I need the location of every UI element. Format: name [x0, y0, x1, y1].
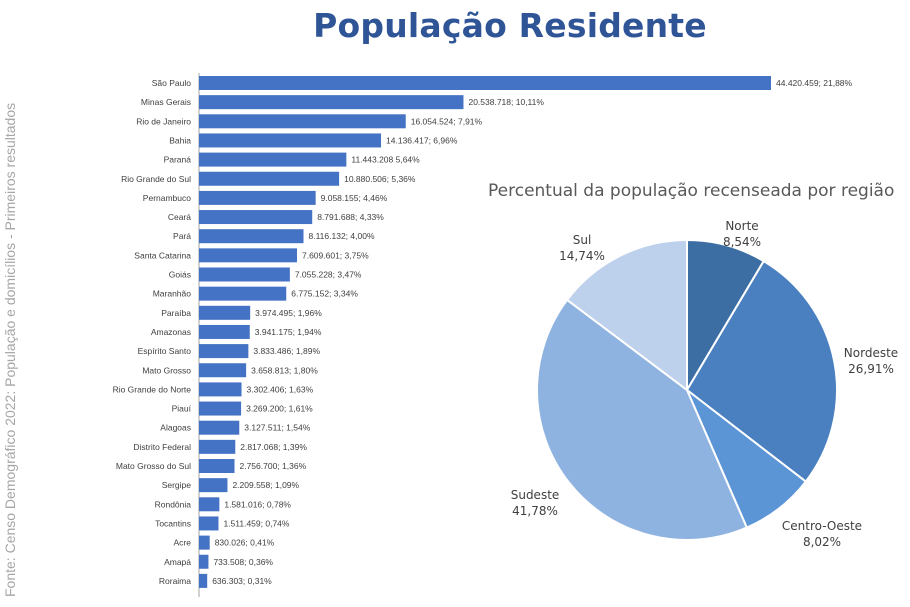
category-label: Rio Grande do Sul: [121, 174, 191, 184]
category-label: Piauí: [172, 404, 192, 414]
pie-slice-percent: 14,74%: [559, 249, 605, 263]
data-label: 8.791.688; 4,33%: [317, 212, 384, 222]
bar: [199, 229, 304, 244]
bar: [199, 324, 250, 339]
pie-slice-name: Centro-Oeste: [782, 519, 862, 533]
data-label: 10.880.506; 5,36%: [344, 174, 416, 184]
bar: [199, 382, 242, 397]
category-label: Mato Grosso do Sul: [116, 461, 191, 471]
category-label: Sergipe: [162, 480, 192, 490]
category-label: Minas Gerais: [141, 97, 191, 107]
pie-slice-percent: 8,02%: [803, 535, 841, 549]
data-label: 3.658.813; 1,80%: [251, 365, 318, 375]
bar: [199, 95, 464, 110]
bar: [199, 190, 316, 205]
data-label: 3.269.200; 1,61%: [246, 404, 313, 414]
category-label: Maranhão: [153, 289, 192, 299]
category-label: Tocantins: [155, 518, 191, 528]
data-label: 9.058.155; 4,46%: [321, 193, 388, 203]
category-label: Rio de Janeiro: [136, 116, 191, 126]
category-label: Paraná: [164, 155, 192, 165]
bar: [199, 554, 209, 569]
data-label: 2.817.068; 1,39%: [240, 442, 307, 452]
data-label: 20.538.718; 10,11%: [468, 97, 544, 107]
data-label: 2.756.700; 1,36%: [239, 461, 306, 471]
category-label: Espírito Santo: [138, 346, 192, 356]
bar: [199, 535, 210, 550]
bar: [199, 401, 242, 416]
data-label: 3.127.511; 1,54%: [244, 423, 310, 433]
category-label: Amazonas: [151, 327, 191, 337]
pie-slice-percent: 41,78%: [512, 504, 558, 518]
pie-slice-name: Sul: [573, 233, 592, 247]
data-label: 7.609.601; 3,75%: [302, 250, 369, 260]
data-label: 11.443.208 5,64%: [351, 155, 420, 165]
bar: [199, 133, 382, 148]
bar: [199, 305, 251, 320]
bar: [199, 286, 287, 301]
category-label: Mato Grosso: [142, 365, 191, 375]
data-label: 2.209.558; 1,09%: [232, 480, 299, 490]
pie-chart-title: Percentual da população recenseada por r…: [488, 181, 895, 201]
pie-slice-name: Nordeste: [844, 346, 898, 360]
bar: [199, 76, 771, 90]
bar: [199, 267, 290, 282]
category-label: São Paulo: [152, 78, 191, 88]
pie-slice-name: Norte: [725, 219, 758, 233]
pie-slice: [685, 259, 838, 483]
data-label: 44.420.459; 21,88%: [776, 78, 853, 88]
category-label: Rondônia: [155, 499, 192, 509]
category-label: Distrito Federal: [133, 442, 191, 452]
bar: [199, 210, 313, 225]
category-label: Rio Grande do Norte: [113, 384, 192, 394]
category-label: Pará: [173, 231, 191, 241]
data-label: 14.136.417; 6,96%: [386, 135, 458, 145]
bar: [199, 171, 340, 186]
pie-slice: [536, 298, 749, 541]
category-label: Acre: [174, 538, 192, 548]
bar: [199, 248, 297, 263]
bar: [199, 114, 406, 129]
data-label: 733.508; 0,36%: [213, 557, 273, 567]
bar: [199, 459, 235, 473]
data-label: 830.026; 0,41%: [215, 538, 275, 548]
category-label: Amapá: [164, 557, 191, 567]
data-label: 1.581.016; 0,78%: [224, 499, 291, 509]
pie-slice: [565, 238, 688, 393]
data-label: 636.303; 0,31%: [212, 576, 272, 586]
data-label: 8.116.132; 4,00%: [309, 231, 375, 241]
category-label: Goiás: [169, 270, 191, 280]
pie-slice-name: Sudeste: [511, 488, 560, 502]
bar: [199, 439, 236, 454]
data-label: 6.775.152; 3,34%: [291, 289, 358, 299]
data-label: 3.302.406; 1,63%: [247, 384, 314, 394]
data-label: 3.833.486; 1,89%: [253, 346, 320, 356]
category-label: Ceará: [168, 212, 191, 222]
category-label: Pernambuco: [143, 193, 191, 203]
data-label: 3.941.175; 1,94%: [255, 327, 322, 337]
page-title: População Residente: [313, 6, 707, 45]
pie-slice-percent: 8,54%: [723, 235, 761, 249]
bar: [199, 516, 219, 531]
data-label: 1.511.459; 0,74%: [223, 518, 289, 528]
bar: [199, 152, 347, 167]
category-label: Alagoas: [160, 423, 191, 433]
category-label: Paraíba: [161, 308, 191, 318]
category-label: Roraima: [159, 576, 191, 586]
bar: [199, 420, 240, 435]
bar: [199, 573, 208, 588]
bar: [199, 363, 247, 378]
data-label: 7.055.228; 3,47%: [295, 270, 362, 280]
data-label: 3.974.495; 1,96%: [255, 308, 322, 318]
bar: [199, 478, 228, 493]
category-label: Bahia: [169, 135, 191, 145]
bar: [199, 497, 220, 512]
category-label: Santa Catarina: [134, 250, 191, 260]
bar: [199, 344, 249, 359]
pie-slice-percent: 26,91%: [848, 362, 894, 376]
data-label: 16.054.524; 7,91%: [411, 116, 483, 126]
